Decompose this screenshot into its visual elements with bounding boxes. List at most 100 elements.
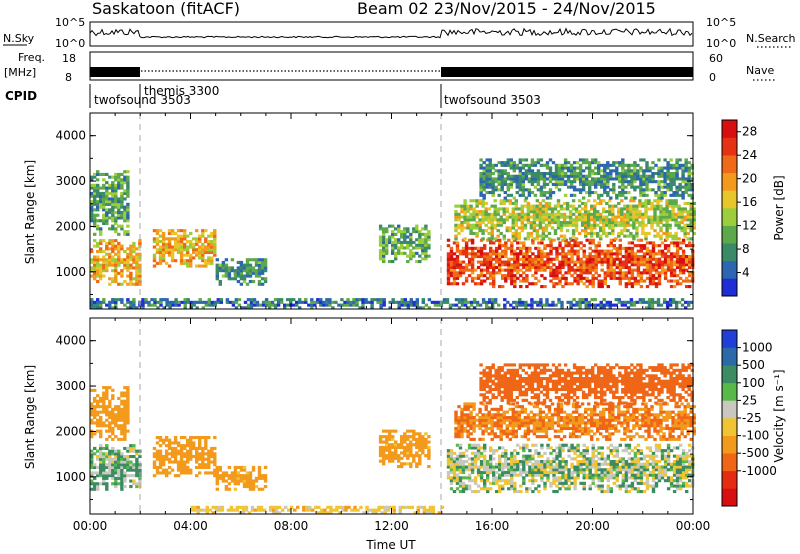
echo-cell <box>236 465 241 469</box>
echo-cell <box>504 274 508 278</box>
echo-cell <box>588 174 592 178</box>
echo-cell <box>659 303 664 307</box>
echo-cell <box>624 276 629 280</box>
echo-cell <box>549 446 553 450</box>
echo-cell <box>653 199 657 203</box>
echo-cell <box>176 452 181 456</box>
echo-cell <box>467 465 472 469</box>
echo-cell <box>126 394 130 398</box>
echo-cell <box>409 251 413 255</box>
echo-cell <box>421 227 425 231</box>
echo-cell <box>409 257 413 261</box>
echo-cell <box>239 274 244 278</box>
echo-cell <box>485 169 489 173</box>
echo-cell <box>120 178 124 182</box>
echo-cell <box>612 252 616 256</box>
echo-cell <box>195 474 199 478</box>
echo-cell <box>489 241 493 245</box>
echo-cell <box>117 413 121 417</box>
echo-cell <box>415 462 419 466</box>
echo-cell <box>472 223 476 227</box>
echo-cell <box>576 252 580 256</box>
echo-cell <box>522 476 526 480</box>
echo-cell <box>543 460 547 464</box>
echo-cell <box>105 446 109 450</box>
echo-cell <box>496 221 500 225</box>
echo-cell <box>542 172 547 176</box>
echo-cell <box>123 175 127 179</box>
echo-cell <box>286 298 290 302</box>
echo-cell <box>686 215 690 219</box>
echo-cell <box>683 210 687 214</box>
echo-cell <box>472 199 476 203</box>
echo-cell <box>630 174 634 178</box>
echo-cell <box>108 191 112 195</box>
echo-cell <box>409 462 413 466</box>
echo-cell <box>663 191 667 195</box>
echo-cell <box>207 300 211 304</box>
echo-cell <box>671 210 675 214</box>
echo-cell <box>615 166 619 170</box>
echo-cell <box>639 191 643 195</box>
echo-cell <box>681 279 686 283</box>
echo-cell <box>114 416 118 420</box>
echo-cell <box>552 490 556 494</box>
echo-cell <box>581 169 586 173</box>
echo-cell <box>498 268 502 272</box>
echo-cell <box>99 432 103 436</box>
echo-cell <box>603 271 607 275</box>
echo-cell <box>588 182 592 186</box>
echo-cell <box>685 255 689 259</box>
echo-cell <box>126 213 130 217</box>
echo-cell <box>176 248 181 252</box>
echo-cell <box>236 474 241 478</box>
echo-cell <box>221 479 226 483</box>
echo-cell <box>195 449 199 453</box>
echo-cell <box>487 207 491 211</box>
echo-cell <box>215 482 219 486</box>
echo-cell <box>484 210 488 214</box>
echo-cell <box>96 219 100 223</box>
echo-cell <box>492 265 496 269</box>
echo-cell <box>421 251 425 255</box>
echo-cell <box>126 260 130 264</box>
echo-cell <box>201 242 205 246</box>
echo-cell <box>215 277 219 281</box>
echo-cell <box>99 266 103 270</box>
echo-cell <box>111 213 115 217</box>
echo-cell <box>674 199 678 203</box>
echo-cell <box>446 462 451 466</box>
echo-cell <box>498 460 502 464</box>
echo-cell <box>558 446 562 450</box>
echo-cell <box>677 212 681 216</box>
echo-cell <box>621 246 625 250</box>
echo-cell <box>644 306 649 310</box>
echo-cell <box>108 216 112 220</box>
echo-cell <box>90 306 94 310</box>
echo-cell <box>215 271 219 275</box>
echo-cell <box>117 183 121 187</box>
echo-cell <box>522 276 526 280</box>
echo-cell <box>530 303 534 307</box>
echo-cell <box>659 221 663 225</box>
echo-cell <box>415 451 419 455</box>
echo-cell <box>591 180 595 184</box>
echo-cell <box>585 279 589 283</box>
echo-cell <box>581 300 585 304</box>
echo-cell <box>678 166 682 170</box>
echo-cell <box>660 255 665 259</box>
echo-cell <box>385 448 389 452</box>
echo-cell <box>519 446 523 450</box>
echo-cell <box>580 218 585 222</box>
echo-cell <box>93 446 97 450</box>
echo-cell <box>666 161 670 165</box>
echo-cell <box>678 257 683 261</box>
echo-cell <box>135 282 139 286</box>
echo-cell <box>489 470 493 474</box>
echo-cell <box>663 246 668 250</box>
echo-cell <box>126 208 130 212</box>
echo-cell <box>406 246 410 250</box>
echo-cell <box>587 199 591 203</box>
echo-cell <box>627 276 632 280</box>
